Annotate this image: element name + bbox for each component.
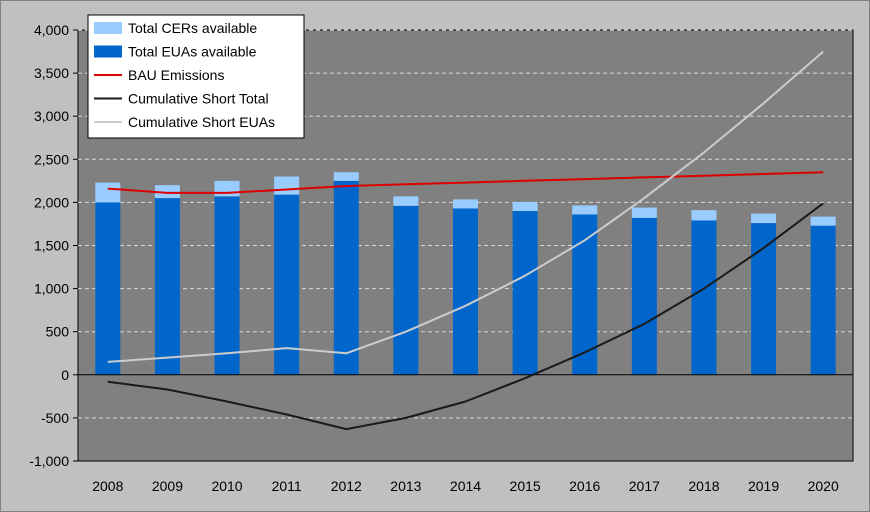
y-tick-label: -1,000 xyxy=(29,453,69,469)
y-tick-label: 500 xyxy=(46,324,70,340)
x-tick-label: 2019 xyxy=(748,478,779,494)
x-tick-label: 2010 xyxy=(211,478,242,494)
y-tick-label: 3,500 xyxy=(34,65,69,81)
bar xyxy=(751,213,777,224)
legend-label: Cumulative Short Total xyxy=(128,91,269,107)
legend-label: Cumulative Short EUAs xyxy=(128,114,275,130)
legend-swatch xyxy=(94,22,122,34)
y-tick-label: 1,000 xyxy=(34,281,69,297)
y-tick-label: 0 xyxy=(61,367,69,383)
x-tick-label: 2017 xyxy=(629,478,660,494)
x-tick-label: 2013 xyxy=(390,478,421,494)
bar xyxy=(95,182,121,203)
bar xyxy=(691,220,717,375)
bar xyxy=(512,211,538,375)
bar xyxy=(95,202,121,375)
legend: Total CERs available Total EUAs available… xyxy=(87,14,305,139)
bar xyxy=(393,205,419,375)
y-tick-label: 1,500 xyxy=(34,238,69,254)
bar xyxy=(453,208,478,375)
x-tick-label: 2015 xyxy=(510,478,541,494)
y-tick-label: -500 xyxy=(41,410,69,426)
bar xyxy=(333,172,359,181)
legend-label: BAU Emissions xyxy=(128,67,224,83)
bar xyxy=(572,205,598,215)
x-tick-label: 2014 xyxy=(450,478,481,494)
bar xyxy=(274,176,300,195)
bar xyxy=(691,210,717,221)
x-tick-label: 2016 xyxy=(569,478,600,494)
x-tick-label: 2011 xyxy=(272,478,302,494)
y-tick-label: 2,500 xyxy=(34,151,69,167)
bar xyxy=(751,223,777,375)
x-tick-label: 2012 xyxy=(331,478,362,494)
series-line xyxy=(107,171,824,194)
bar xyxy=(631,217,657,375)
legend-label: Total EUAs available xyxy=(128,44,257,60)
bar xyxy=(512,201,538,212)
x-tick-label: 2009 xyxy=(152,478,183,494)
bar xyxy=(154,185,180,199)
bar xyxy=(274,194,300,375)
x-tick-label: 2018 xyxy=(688,478,719,494)
legend-swatch xyxy=(94,45,122,58)
x-tick-label: 2020 xyxy=(808,478,839,494)
bar xyxy=(572,214,598,375)
series-line xyxy=(107,50,824,363)
bar xyxy=(810,216,836,226)
y-tick-label: 3,000 xyxy=(34,108,69,124)
bar xyxy=(214,196,240,375)
bar xyxy=(631,207,657,218)
bar xyxy=(393,196,419,206)
bar xyxy=(333,180,359,375)
bar xyxy=(154,198,180,375)
legend-box xyxy=(87,14,305,139)
series-line xyxy=(107,202,824,431)
bar xyxy=(214,180,240,197)
bar xyxy=(453,199,478,209)
bar xyxy=(810,225,836,375)
y-tick-label: 2,000 xyxy=(34,194,69,210)
x-tick-label: 2008 xyxy=(92,478,123,494)
legend-label: Total CERs available xyxy=(128,20,257,36)
y-tick-label: 4,000 xyxy=(34,22,69,38)
